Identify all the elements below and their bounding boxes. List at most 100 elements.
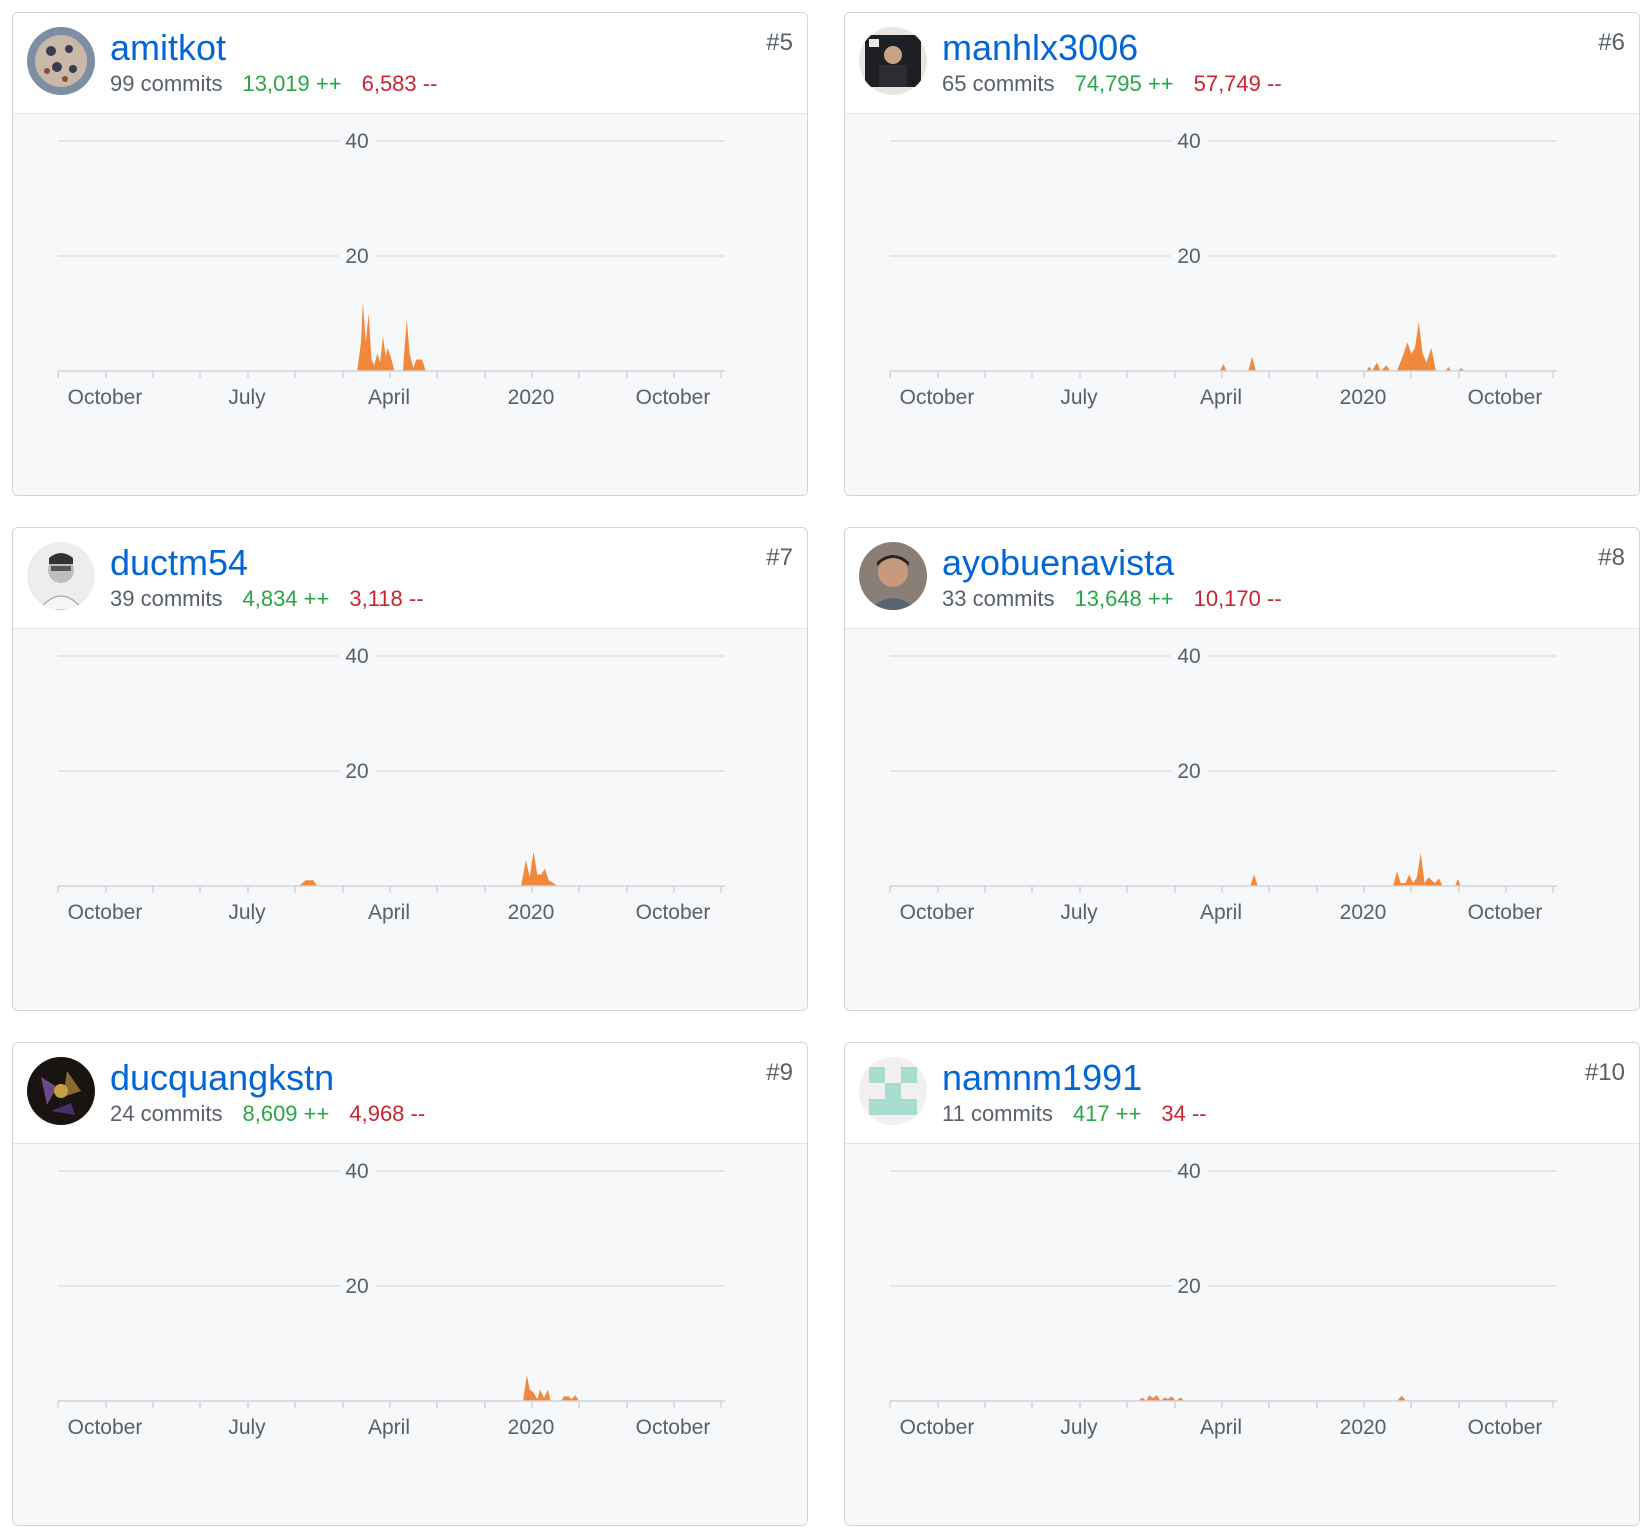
card-header: amitkot 99 commits 13,019 ++ 6,583 -- #5 [13,13,807,114]
rank-badge: #5 [766,29,793,56]
commit-chart-svg: 20 40 October July April 2020 October [57,129,725,409]
deletions-count: 10,170 -- [1193,586,1282,611]
x-tick-label: October [900,901,975,924]
contributor-stats: 11 commits 417 ++ 34 -- [942,1101,1227,1127]
rank-badge: #8 [1598,544,1625,571]
avatar-icon[interactable] [27,1057,95,1125]
contributor-stats: 33 commits 13,648 ++ 10,170 -- [942,586,1302,612]
contributor-card: namnm1991 11 commits 417 ++ 34 -- #10 20 40… [844,1042,1640,1526]
card-header: ayobuenavista 33 commits 13,648 ++ 10,170 … [845,528,1639,629]
card-header: namnm1991 11 commits 417 ++ 34 -- #10 [845,1043,1639,1144]
commit-chart: 20 40 October July April 2020 October [13,629,807,1010]
x-tick-label: April [1200,1416,1242,1439]
commit-area-series [1137,1395,1407,1401]
commit-count: 65 commits [942,71,1055,96]
y-tick-label: 20 [345,245,368,268]
deletions-count: 57,749 -- [1193,71,1282,96]
x-tick-label: October [1468,901,1543,924]
x-tick-label: 2020 [508,386,555,409]
y-label-bg [1171,644,1207,668]
x-tick-label: October [636,1416,711,1439]
x-tick-label: October [636,386,711,409]
y-label-bg [1171,1274,1207,1298]
commit-chart: 20 40 October July April 2020 October [13,114,807,495]
x-tick-label: October [68,1416,143,1439]
rank-badge: #6 [1598,29,1625,56]
avatar-icon[interactable] [859,27,927,95]
y-label-bg [1171,129,1207,153]
deletions-count: 34 -- [1161,1101,1207,1126]
additions-count: 74,795 ++ [1074,71,1174,96]
contributor-card: manhlx3006 65 commits 74,795 ++ 57,749 -- … [844,12,1640,496]
x-tick-label: July [228,386,266,409]
additions-count: 13,019 ++ [242,71,342,96]
rank-badge: #7 [766,544,793,571]
commit-area-series [1250,852,1461,886]
x-tick-label: October [68,386,143,409]
y-tick-label: 20 [1177,1275,1200,1298]
commit-count: 24 commits [110,1101,223,1126]
x-tick-label: April [368,1416,410,1439]
contributor-stats: 39 commits 4,834 ++ 3,118 -- [110,586,444,612]
y-label-bg [339,244,375,268]
x-tick-label: October [900,386,975,409]
card-header: ducquangkstn 24 commits 8,609 ++ 4,968 -- … [13,1043,807,1144]
commit-chart: 20 40 October July April 2020 October [845,1144,1639,1525]
avatar-icon[interactable] [27,542,95,610]
commit-count: 33 commits [942,586,1055,611]
contributor-stats: 99 commits 13,019 ++ 6,583 -- [110,71,457,97]
x-tick-label: October [1468,386,1543,409]
username-link[interactable]: amitkot [110,27,227,68]
rank-badge: #10 [1584,1059,1625,1086]
card-header: manhlx3006 65 commits 74,795 ++ 57,749 -- … [845,13,1639,114]
x-tick-label: 2020 [1340,901,1387,924]
x-tick-label: July [228,901,266,924]
y-tick-label: 40 [1177,130,1200,153]
x-tick-label: 2020 [508,901,555,924]
additions-count: 8,609 ++ [242,1101,330,1126]
username-link[interactable]: ducquangkstn [110,1057,335,1098]
commit-count: 11 commits [942,1101,1053,1126]
commit-area-series [357,302,426,371]
username-link[interactable]: ductm54 [110,542,249,583]
commit-count: 99 commits [110,71,223,96]
x-tick-label: July [1060,901,1098,924]
username-link[interactable]: ayobuenavista [942,542,1175,583]
x-tick-label: April [368,386,410,409]
x-tick-label: April [1200,386,1242,409]
x-tick-label: October [1468,1416,1543,1439]
avatar-icon[interactable] [859,1057,927,1125]
y-tick-label: 20 [1177,245,1200,268]
avatar-icon[interactable] [27,27,95,95]
contributor-card: ducquangkstn 24 commits 8,609 ++ 4,968 -- … [12,1042,808,1526]
card-header: ductm54 39 commits 4,834 ++ 3,118 -- #7 [13,528,807,629]
username-link[interactable]: namnm1991 [942,1057,1143,1098]
x-tick-label: April [1200,901,1242,924]
contributor-card: ayobuenavista 33 commits 13,648 ++ 10,170 … [844,527,1640,1011]
x-tick-label: July [228,1416,266,1439]
commit-chart-svg: 20 40 October July April 2020 October [57,644,725,924]
commit-chart: 20 40 October July April 2020 October [845,629,1639,1010]
y-tick-label: 20 [1177,760,1200,783]
commit-count: 39 commits [110,586,223,611]
x-tick-label: October [636,901,711,924]
x-tick-label: July [1060,386,1098,409]
y-label-bg [1171,759,1207,783]
y-label-bg [1171,1159,1207,1183]
rank-badge: #9 [766,1059,793,1086]
y-tick-label: 40 [1177,645,1200,668]
contributor-stats: 65 commits 74,795 ++ 57,749 -- [942,71,1302,97]
contributor-card: amitkot 99 commits 13,019 ++ 6,583 -- #5 2… [12,12,808,496]
commit-area-series [1219,322,1465,371]
additions-count: 13,648 ++ [1074,586,1174,611]
x-tick-label: October [900,1416,975,1439]
x-tick-label: July [1060,1416,1098,1439]
y-label-bg [339,1274,375,1298]
avatar-icon[interactable] [859,542,927,610]
deletions-count: 6,583 -- [361,71,438,96]
x-tick-label: 2020 [508,1416,555,1439]
username-link[interactable]: manhlx3006 [942,27,1139,68]
commit-chart-svg: 20 40 October July April 2020 October [889,644,1557,924]
contributor-card: ductm54 39 commits 4,834 ++ 3,118 -- #7 20… [12,527,808,1011]
deletions-count: 4,968 -- [349,1101,426,1126]
